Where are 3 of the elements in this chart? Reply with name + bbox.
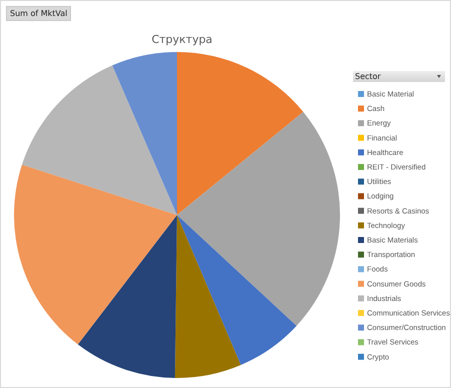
legend-title: Sector [353, 71, 445, 82]
chart-title: Структура [152, 33, 212, 46]
text: Sum of MktVal [6, 6, 72, 21]
